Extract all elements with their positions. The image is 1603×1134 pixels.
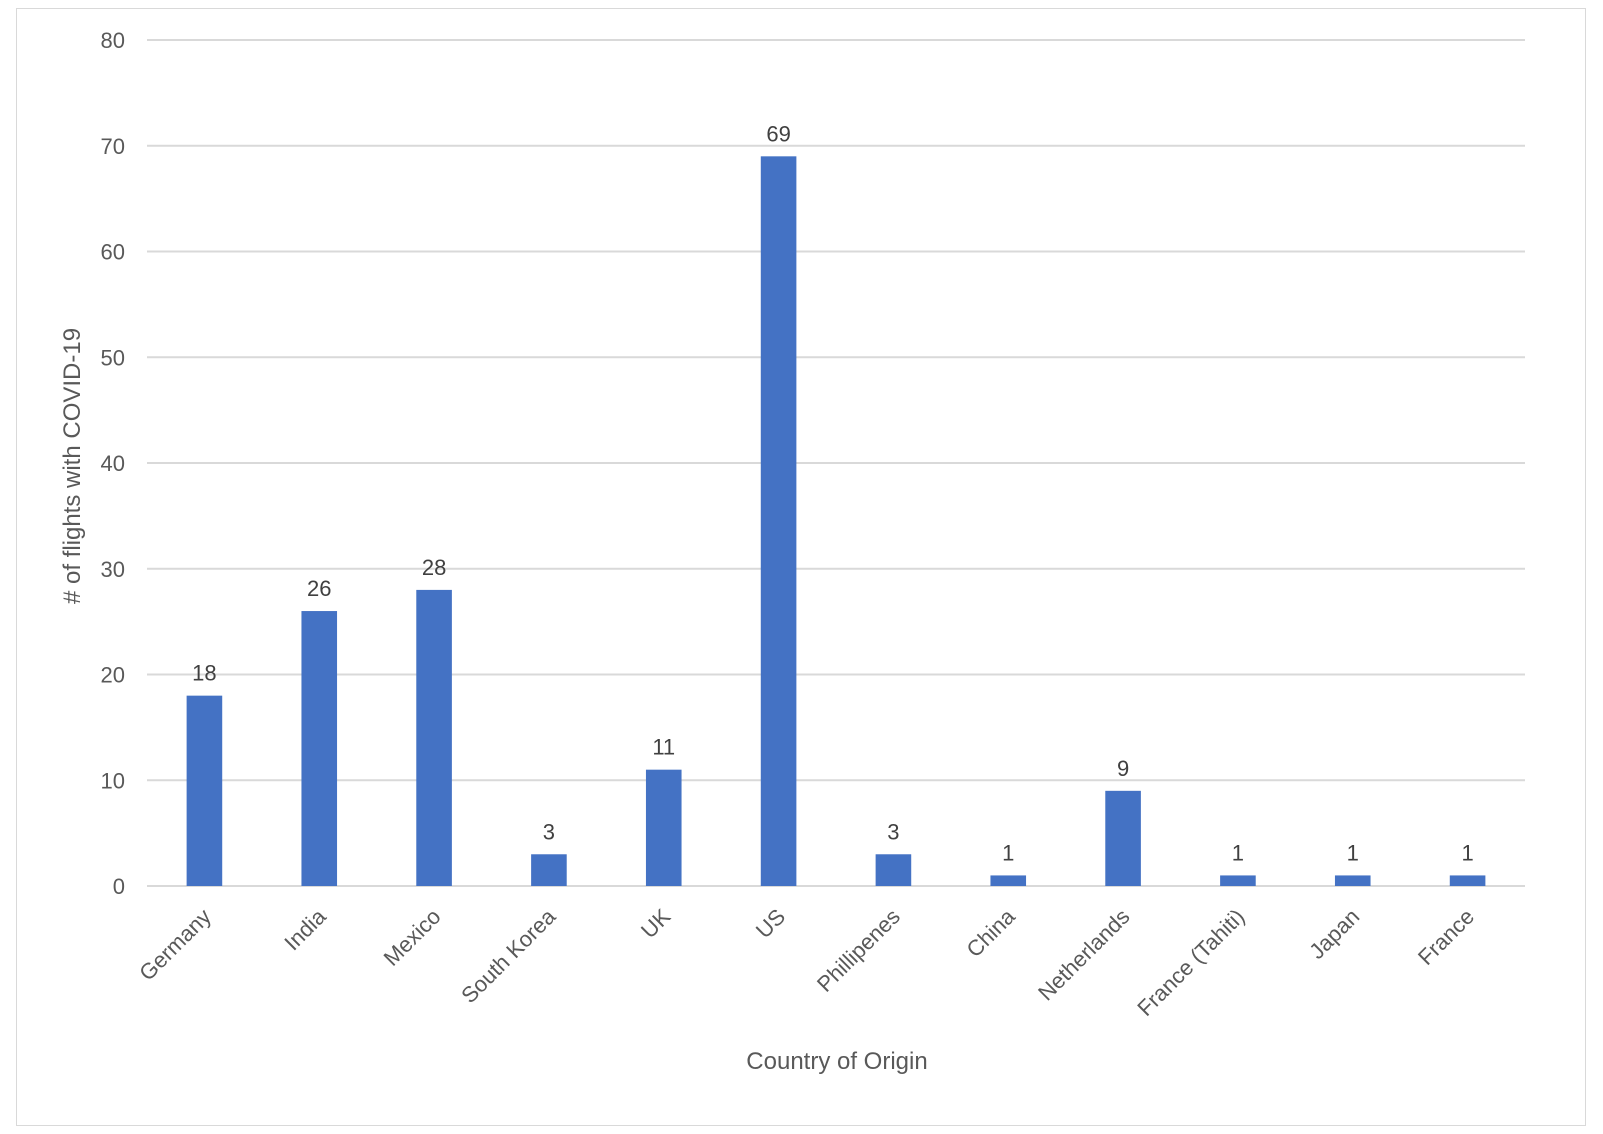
y-tick-label: 50 xyxy=(101,345,125,370)
bar-china xyxy=(990,875,1027,886)
bar-germany xyxy=(186,695,223,886)
data-label: 3 xyxy=(543,819,555,844)
bar-india xyxy=(301,611,338,886)
x-tick-label: US xyxy=(751,904,790,943)
chart-frame xyxy=(16,8,1586,1126)
y-axis-ticks: 0 10 20 30 40 50 60 70 80 xyxy=(101,28,125,899)
y-tick-label: 60 xyxy=(101,240,125,265)
data-label: 1 xyxy=(1002,840,1014,865)
bar-france-tahiti xyxy=(1220,875,1256,886)
x-tick-label: France xyxy=(1413,904,1479,970)
y-tick-label: 10 xyxy=(101,768,125,793)
y-tick-label: 70 xyxy=(101,134,125,159)
data-label: 11 xyxy=(652,735,675,760)
x-tick-label: Netherlands xyxy=(1033,904,1135,1006)
data-label: 1 xyxy=(1232,840,1244,865)
bar-uk xyxy=(645,769,682,886)
bar-south-korea xyxy=(531,854,567,886)
bar-us xyxy=(760,156,797,886)
data-label: 3 xyxy=(887,819,899,844)
data-label: 1 xyxy=(1461,840,1473,865)
bar-netherlands xyxy=(1105,790,1141,886)
x-axis-title: Country of Origin xyxy=(746,1048,927,1075)
x-tick-label: South Korea xyxy=(456,903,561,1008)
y-tick-label: 40 xyxy=(101,451,125,476)
x-tick-label: Japan xyxy=(1304,904,1364,964)
data-label: 69 xyxy=(766,121,790,146)
bar-phillipenes xyxy=(875,854,912,886)
x-tick-label: France (Tahiti) xyxy=(1132,904,1249,1021)
y-tick-label: 30 xyxy=(101,557,125,582)
data-label: 26 xyxy=(307,576,331,601)
bar-japan xyxy=(1334,875,1371,886)
x-tick-label: Phillipenes xyxy=(812,904,905,997)
x-tick-label: Germany xyxy=(134,904,216,986)
bars xyxy=(186,156,1486,886)
x-tick-label: China xyxy=(961,903,1020,962)
data-label: 18 xyxy=(192,661,216,686)
x-tick-label: India xyxy=(279,903,331,955)
bar-france xyxy=(1449,875,1486,886)
data-label: 9 xyxy=(1117,756,1129,781)
x-axis-ticks: Germany India Mexico South Korea UK US Phillip… xyxy=(134,903,1479,1021)
bar-mexico xyxy=(416,589,452,886)
y-tick-label: 80 xyxy=(101,28,125,53)
x-tick-label: Mexico xyxy=(379,904,446,971)
x-tick-label: UK xyxy=(636,904,676,944)
y-axis-title: # of flights with COVID-19 xyxy=(59,328,86,604)
data-label: 1 xyxy=(1347,840,1359,865)
y-tick-label: 0 xyxy=(113,874,125,899)
data-label: 28 xyxy=(422,555,446,580)
gridlines xyxy=(147,39,1525,887)
y-tick-label: 20 xyxy=(101,663,125,688)
